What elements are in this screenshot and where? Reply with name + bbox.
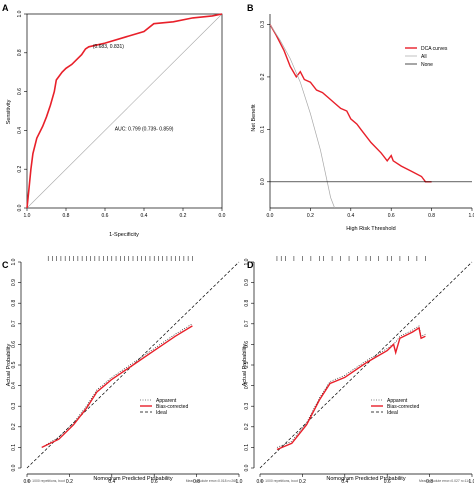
y-tick-label: 0.2: [260, 73, 266, 80]
x-tick-label: 0.6: [384, 479, 391, 484]
x-tick-label: 0.6: [102, 213, 109, 219]
x-tick-label: 0.8: [428, 213, 435, 219]
footnote-left: B= 1000 repetitions, boot: [260, 479, 298, 483]
roc-curve: [26, 13, 223, 209]
y-tick-label: 0.3: [11, 403, 17, 410]
y-tick-label: 0.1: [244, 444, 250, 451]
y-axis-label: Actual Probability: [6, 344, 12, 387]
series-all: [270, 24, 336, 208]
series-apparent: [276, 325, 426, 448]
legend-label: Bias-corrected: [156, 404, 188, 410]
reference-diagonal: [26, 13, 223, 209]
y-tick-label: 0.6: [11, 341, 17, 348]
y-tick-label: 0.4: [17, 127, 23, 134]
y-tick-label: 1.0: [17, 10, 23, 17]
y-tick-label: 0.9: [244, 279, 250, 286]
plot-frame: [26, 13, 223, 209]
y-tick-label: 0.3: [260, 21, 266, 28]
y-tick-label: 0.8: [17, 49, 23, 56]
panel-letter: B: [247, 3, 254, 13]
legend-label: Ideal: [156, 410, 167, 416]
y-tick-label: 0.0: [244, 464, 250, 471]
panel-b: B 0.0 0.2 0.4 0.6 0.8 1.0 0.0 0.1 0.2 0.3 High Risk…: [247, 3, 474, 232]
y-tick-label: 0.0: [260, 178, 266, 185]
footnote-right: Mean absolute error=0.027 n=114: [419, 479, 470, 483]
x-tick-label: 0.8: [63, 213, 70, 219]
series-ideal: [259, 261, 473, 469]
legend-label: DCA curves: [421, 46, 448, 52]
x-tick-label: 0.8: [193, 479, 200, 484]
x-tick-label: 0.0: [257, 479, 264, 484]
footnote-right: Mean absolute error=0.018 n=266: [186, 479, 237, 483]
y-tick-label: 0.8: [244, 300, 250, 307]
y-tick-label: 0.8: [11, 300, 17, 307]
x-tick-label: 1.0: [469, 479, 474, 484]
y-tick-label: 0.2: [17, 166, 23, 173]
y-tick-label: 0.7: [11, 320, 17, 327]
y-tick-label: 1.0: [244, 258, 250, 265]
legend-label: None: [421, 62, 433, 68]
y-axis-label: Actual Probability: [242, 344, 248, 387]
series-bias-corrected: [41, 325, 193, 449]
x-tick-label: 0.2: [307, 213, 314, 219]
x-tick-label: 0.8: [426, 479, 433, 484]
legend-label: Bias-corrected: [387, 404, 419, 410]
y-tick-label: 0.7: [244, 320, 250, 327]
x-tick-label: 0.0: [24, 479, 31, 484]
x-tick-label: 1.0: [469, 213, 474, 219]
auc-label: AUC: 0.799 (0.739- 0.859): [115, 126, 174, 132]
x-tick-label: 0.4: [108, 479, 115, 484]
x-tick-label: 1.0: [236, 479, 243, 484]
y-tick-label: 0.3: [244, 403, 250, 410]
x-tick-label: 0.2: [66, 479, 73, 484]
x-tick-label: 0.2: [180, 213, 187, 219]
series-apparent: [41, 323, 193, 448]
y-axis-label: Sensitivity: [6, 99, 12, 124]
panel-letter: A: [2, 3, 9, 13]
x-tick-label: 0.6: [151, 479, 158, 484]
footnote-left: B= 1000 repetitions, boot: [27, 479, 65, 483]
x-tick-label: 1.0: [24, 213, 31, 219]
legend-label: Apparent: [387, 398, 408, 404]
x-tick-label: 0.4: [341, 479, 348, 484]
y-tick-label: 0.1: [11, 444, 17, 451]
panel-a: A 1.0 0.8 0.6 0.4 0.2 0.0 0.0 0.2 0.4 0.6 0.8 1.0 1-S…: [2, 3, 226, 238]
y-tick-label: 0.4: [11, 382, 17, 389]
panel-letter: D: [247, 260, 254, 270]
y-tick-label: 0.4: [244, 382, 250, 389]
y-tick-label: 0.5: [11, 361, 17, 368]
panel-letter: C: [2, 260, 9, 270]
x-axis-label: 1-Specificity: [109, 232, 139, 238]
panel-d: D 0.0 0.2 0.4 0.6 0.8 1.0 0.0 0.1 0.2 0.3 0.4 0.5 0.6…: [242, 256, 474, 484]
roc-point-label: (0.683, 0.831): [93, 44, 124, 50]
x-tick-label: 0.2: [299, 479, 306, 484]
y-tick-label: 0.6: [244, 341, 250, 348]
y-tick-label: 0.2: [11, 423, 17, 430]
y-axis-label: Net Benefit: [251, 104, 257, 132]
x-tick-label: 0.0: [267, 213, 274, 219]
panel-c: C 0.0 0.2 0.4 0.6 0.8 1.0 0.0 0.1 0.2 0.3 0.4 0.5 0.6…: [2, 256, 243, 484]
x-tick-label: 0.4: [347, 213, 354, 219]
x-axis-label: Nomogram Predicted Probability: [326, 476, 405, 482]
y-tick-label: 0.5: [244, 361, 250, 368]
x-tick-label: 0.4: [141, 213, 148, 219]
x-tick-label: 0.0: [219, 213, 226, 219]
x-axis-label: High Risk Threshold: [346, 226, 395, 232]
y-tick-label: 0.6: [17, 88, 23, 95]
y-tick-label: 0.0: [17, 204, 23, 211]
y-tick-label: 0.0: [11, 464, 17, 471]
legend-label: Apparent: [156, 398, 177, 404]
legend-label: All: [421, 54, 427, 60]
series-bias-corrected: [276, 326, 426, 451]
y-tick-label: 0.9: [11, 279, 17, 286]
x-axis-label: Nomogram Predicted Probability: [93, 476, 172, 482]
x-tick-label: 0.6: [388, 213, 395, 219]
y-tick-label: 1.0: [11, 258, 17, 265]
y-tick-label: 0.1: [260, 126, 266, 133]
y-tick-label: 0.2: [244, 423, 250, 430]
legend-label: Ideal: [387, 410, 398, 416]
